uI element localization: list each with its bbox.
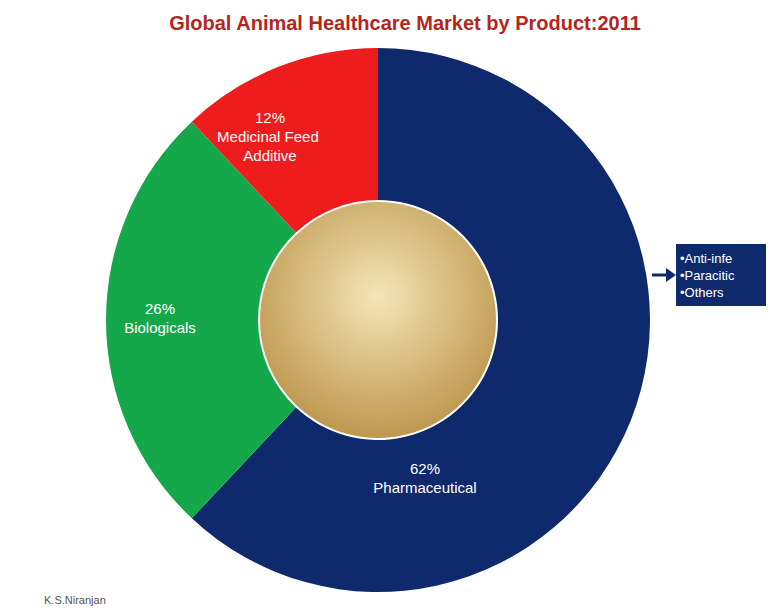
svg-text:Global Animal Healthcare Marke: Global Animal Healthcare Market by Produ… bbox=[169, 12, 641, 34]
svg-text:Additive: Additive bbox=[243, 147, 296, 164]
svg-text:•Anti-infe: •Anti-infe bbox=[680, 251, 732, 266]
svg-text:Biologicals: Biologicals bbox=[124, 319, 196, 336]
svg-text:•Others: •Others bbox=[680, 285, 724, 300]
svg-text:Pharmaceutical: Pharmaceutical bbox=[373, 479, 476, 496]
svg-text:26%: 26% bbox=[145, 300, 175, 317]
svg-text:•Paracitic: •Paracitic bbox=[680, 268, 735, 283]
svg-text:K.S.Niranjan: K.S.Niranjan bbox=[44, 594, 106, 606]
svg-text:62%: 62% bbox=[410, 460, 440, 477]
svg-text:12%: 12% bbox=[255, 109, 285, 126]
svg-text:Medicinal Feed: Medicinal Feed bbox=[217, 128, 323, 145]
